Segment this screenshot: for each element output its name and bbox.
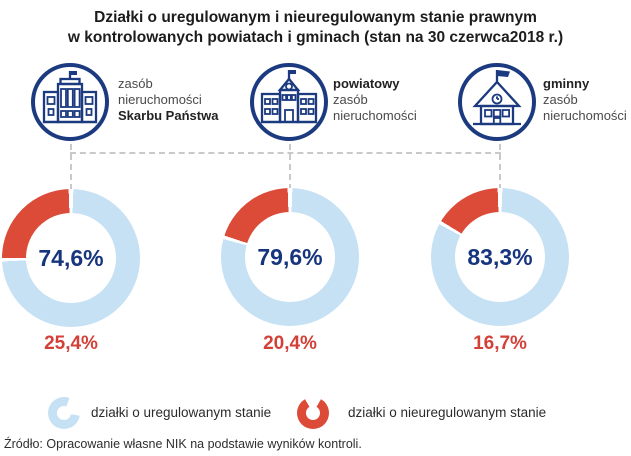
treasury-building-icon [31,63,109,141]
county-label-line2: zasób [333,92,368,107]
donut-municipal-unregulated-value: 16,7% [473,333,527,354]
connector-horizontal-line [70,152,501,154]
legend-regulated-label: działki o uregulowanym stanie [91,405,272,420]
county-label: powiatowy zasób nieruchomości [333,76,417,124]
connector-vertical-2 [289,144,291,190]
legend-regulated-icon [48,397,80,429]
donut-county-regulated-value: 79,6% [257,243,323,270]
county-building-drawing [260,70,318,124]
connector-vertical-1 [70,144,72,190]
county-label-line1: powiatowy [333,76,400,91]
connector-vertical-3 [499,144,501,190]
legend-unregulated-label: działki o nieuregulowanym stanie [348,405,547,420]
treasury-label-line1: zasób [118,76,153,91]
treasury-label-line3: Skarbu Państwa [118,108,219,123]
municipal-building-drawing [472,70,522,126]
donut-municipal: 83,3% [431,188,569,326]
chart-title-line2: w kontrolowanych powiatach i gminach (st… [67,29,564,46]
donut-municipal-regulated-value: 83,3% [467,243,533,270]
legend-unregulated-icon [297,397,329,429]
chart-title-line1: Działki o uregulowanym i nieuregulowanym… [94,9,537,26]
source-note: Źródło: Opracowanie własne NIK na podsta… [4,437,362,451]
municipal-label-line2: zasób [543,92,578,107]
municipal-building-icon [458,63,536,141]
treasury-building-drawing [42,71,98,124]
municipal-label-line3: nieruchomości [543,108,627,123]
donut-county: 79,6% [221,188,359,326]
donut-treasury-unregulated-value: 25,4% [44,333,98,354]
donut-treasury: 74,6% [2,189,140,327]
county-building-icon [250,63,328,141]
donut-treasury-regulated-value: 74,6% [38,244,104,271]
treasury-label-line2: nieruchomości [118,92,202,107]
county-label-line3: nieruchomości [333,108,417,123]
municipal-label: gminny zasób nieruchomości [543,76,627,124]
treasury-label: zasób nieruchomości Skarbu Państwa [118,76,218,124]
municipal-label-line1: gminny [543,76,590,91]
donut-county-unregulated-value: 20,4% [263,333,317,354]
